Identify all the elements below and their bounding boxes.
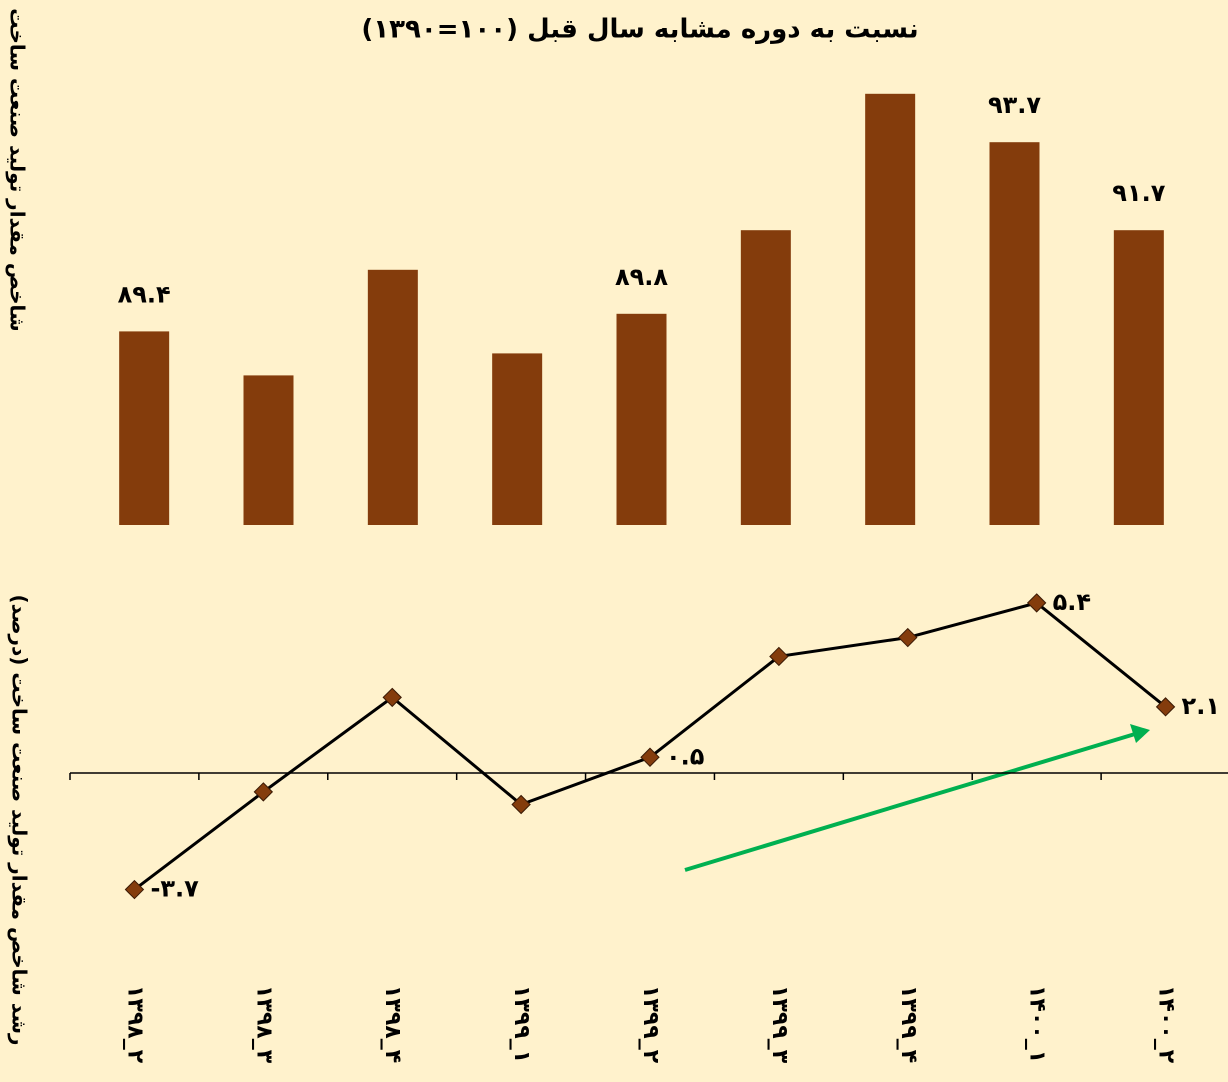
marker [1026, 593, 1047, 613]
marker [1155, 697, 1176, 717]
x-tick-label: ۱۴۰۰_۲ [1154, 985, 1179, 1064]
bar [243, 375, 294, 525]
data-label: ۲.۱ [1182, 692, 1220, 720]
trend-arrow [684, 732, 1136, 872]
bar [740, 230, 791, 525]
y-axis-label: رشد شاخص مقدار تولید صنعت ساخت (درصد) [8, 594, 32, 1045]
x-tick-label: ۱۳۹۹_۳ [767, 985, 792, 1064]
data-label: ۸۹.۴ [118, 280, 171, 308]
marker [253, 782, 274, 802]
data-label: ۵.۴ [1053, 588, 1091, 616]
marker [124, 879, 145, 900]
bar [492, 353, 543, 525]
y-axis-label: شاخص مقدار تولید صنعت ساخت [6, 8, 30, 331]
x-tick-label: ۱۳۹۹_۱ [509, 985, 534, 1063]
trend-arrow-head [1130, 724, 1150, 743]
marker [382, 687, 402, 708]
x-tick-label: ۱۳۹۸_۳ [251, 985, 276, 1064]
marker [511, 794, 531, 815]
x-tick-label: ۱۴۰۰_۱ [1025, 985, 1050, 1063]
marker [769, 646, 789, 667]
data-label: ۹۱.۷ [1112, 179, 1165, 207]
data-label: -۳.۷ [150, 875, 199, 903]
x-tick-label: ۱۳۹۹_۲ [638, 985, 663, 1064]
marker [898, 627, 918, 648]
bar [865, 93, 916, 526]
bar [616, 313, 667, 525]
marker [640, 747, 660, 767]
x-tick-label: ۱۳۹۸_۲ [122, 985, 147, 1064]
bar [367, 269, 418, 525]
bar [119, 331, 170, 525]
bar [1113, 230, 1164, 525]
x-tick-label: ۱۳۹۹_۴ [896, 985, 921, 1063]
x-tick-label: ۱۳۹۸_۴ [380, 985, 405, 1063]
chart-title: نسبت به دوره مشابه سال قبل (۱۰۰=۱۳۹۰) [361, 15, 918, 45]
data-label: ۹۳.۷ [988, 91, 1041, 119]
bar [989, 142, 1040, 525]
data-label: ۰.۵ [666, 742, 704, 770]
data-label: ۸۹.۸ [615, 263, 668, 291]
